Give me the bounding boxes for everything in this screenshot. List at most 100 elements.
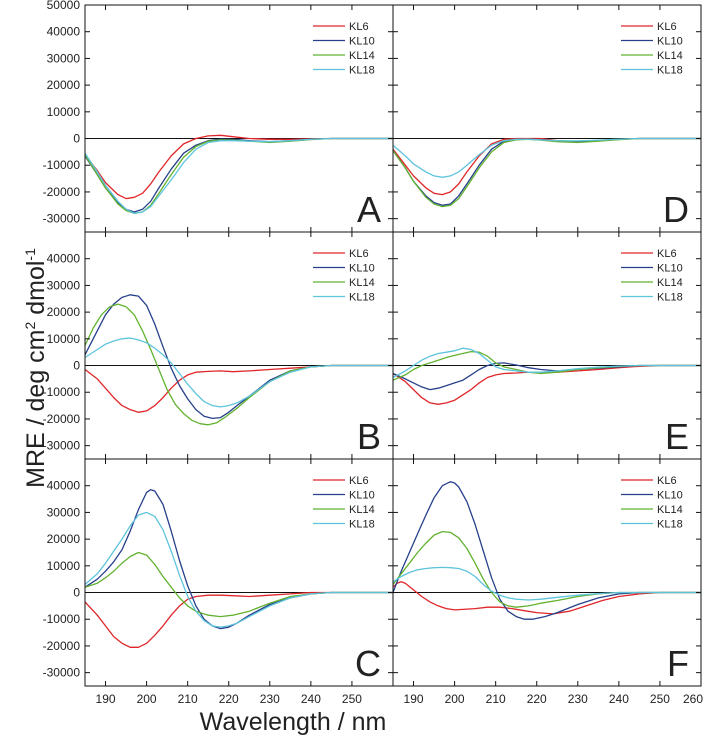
legend-label-kl6: KL6 [349, 248, 369, 260]
y-tick-label: -30000 [43, 212, 81, 226]
y-tick-label: -20000 [43, 412, 81, 426]
panel-frame [392, 458, 702, 687]
y-axis-title: MRE / deg cm2 dmol-1 [22, 248, 50, 488]
legend-label-kl18: KL18 [657, 292, 683, 304]
x-tick-label: 250 [650, 692, 670, 706]
y-axis-title-sup1: -1 [22, 248, 38, 261]
series-kl10-line [84, 137, 393, 213]
y-tick-label: 30000 [47, 278, 81, 292]
y-tick-label: 40000 [47, 479, 81, 493]
legend-label-kl14: KL14 [349, 50, 375, 62]
series-kl6-line [392, 581, 701, 615]
y-tick-label: 0 [73, 586, 80, 600]
y-tick-label: -10000 [43, 612, 81, 626]
x-axis-title: Wavelength / nm [200, 708, 387, 736]
panel-letter-f: F [667, 643, 689, 684]
legend-label-kl18: KL18 [657, 65, 683, 77]
legend-label-kl10: KL10 [657, 263, 683, 275]
legend-label-kl18: KL18 [349, 519, 375, 531]
series-kl10-line [392, 481, 701, 620]
legend-label-kl10: KL10 [349, 490, 375, 502]
y-tick-label: 10000 [47, 332, 81, 346]
series-kl6-line [392, 137, 701, 196]
y-tick-label: -20000 [43, 639, 81, 653]
x-tick-label: 230 [260, 692, 280, 706]
panel-letter-d: D [663, 189, 689, 230]
y-tick-label: 10000 [47, 105, 81, 119]
x-tick-labels: 190 190 200 200 210 210 220 220 230 230 240 240 250 2… [96, 692, 704, 706]
panel-frame [392, 4, 702, 233]
panel-E: KL6 KL10 KL14 KL18 E [392, 231, 702, 460]
legend-label-kl6: KL6 [657, 475, 677, 487]
y-tick-label: 20000 [47, 532, 81, 546]
x-tick-label: 230 [568, 692, 588, 706]
y-tick-label: 40000 [47, 252, 81, 266]
y-tick-label: 50000 [47, 0, 81, 12]
series-kl10-line [84, 294, 393, 420]
legend-label-kl10: KL10 [657, 490, 683, 502]
series-kl14-line [392, 530, 701, 608]
x-tick-label: 200 [137, 692, 157, 706]
legend-label-kl18: KL18 [657, 519, 683, 531]
legend-label-kl6: KL6 [349, 21, 369, 33]
series-kl18-line [84, 337, 393, 408]
x-tick-label: 210 [486, 692, 506, 706]
series-kl14-line [84, 551, 393, 618]
y-axis-title-mid: dmol [22, 261, 50, 322]
panels-layer: -30000 -20000 -10000 0 10000 20000 30000 40000 5… [43, 0, 702, 687]
y-axis-title-main: MRE / deg cm [22, 330, 50, 488]
panel-letter-e: E [665, 416, 689, 457]
series-kl18-line [392, 347, 701, 379]
y-axis-title-sup2: 2 [22, 322, 38, 330]
panel-F: KL6 KL10 KL14 KL18 F [392, 458, 702, 687]
x-tick-label: 220 [219, 692, 239, 706]
y-tick-label: 40000 [47, 25, 81, 39]
panel-C: -30000 -20000 -10000 0 10000 20000 30000 40000 K… [43, 458, 394, 687]
series-kl18-line [84, 137, 393, 214]
panel-letter-a: A [357, 189, 381, 230]
legend-label-kl18: KL18 [349, 65, 375, 77]
legend-label-kl10: KL10 [349, 263, 375, 275]
series-kl18-line [392, 566, 701, 601]
legend-label-kl6: KL6 [657, 248, 677, 260]
series-kl6-line [84, 134, 393, 200]
panel-frame [84, 458, 394, 687]
series-kl10-line [392, 137, 701, 206]
y-tick-label: 30000 [47, 51, 81, 65]
x-tick-label: 190 [96, 692, 116, 706]
panel-frame [392, 231, 702, 460]
x-tick-label: 200 [445, 692, 465, 706]
y-tick-label: 30000 [47, 505, 81, 519]
legend-label-kl14: KL14 [349, 504, 375, 516]
legend-label-kl6: KL6 [349, 475, 369, 487]
series-kl18-line [392, 137, 701, 178]
series-kl14-line [84, 137, 393, 214]
x-tick-label: 240 [301, 692, 321, 706]
series-kl6-line [84, 591, 393, 648]
x-tick-label: 250 [342, 692, 362, 706]
series-kl18-line [84, 511, 393, 628]
panel-letter-b: B [357, 416, 381, 457]
legend-label-kl10: KL10 [349, 36, 375, 48]
legend-label-kl10: KL10 [657, 36, 683, 48]
panel-letter-c: C [355, 643, 381, 684]
legend-label-kl14: KL14 [657, 50, 683, 62]
legend-label-kl14: KL14 [349, 277, 375, 289]
x-tick-label: 240 [609, 692, 629, 706]
legend-label-kl6: KL6 [657, 21, 677, 33]
x-tick-label: 220 [527, 692, 547, 706]
series-kl10-line [84, 489, 393, 630]
y-tick-label: 0 [73, 132, 80, 146]
series-kl6-line [84, 364, 393, 413]
x-tick-label: 210 [178, 692, 198, 706]
series-kl14-line [392, 137, 701, 208]
panel-B: -30000 -20000 -10000 0 10000 20000 30000 40000 K… [43, 231, 394, 460]
y-tick-label: 0 [73, 359, 80, 373]
series-kl6-line [392, 364, 701, 405]
y-tick-label: -30000 [43, 439, 81, 453]
y-tick-label: 10000 [47, 559, 81, 573]
x-tick-label: 190 [404, 692, 424, 706]
series-kl10-line [392, 362, 701, 391]
panel-D: KL6 KL10 KL14 KL18 D [392, 4, 702, 233]
